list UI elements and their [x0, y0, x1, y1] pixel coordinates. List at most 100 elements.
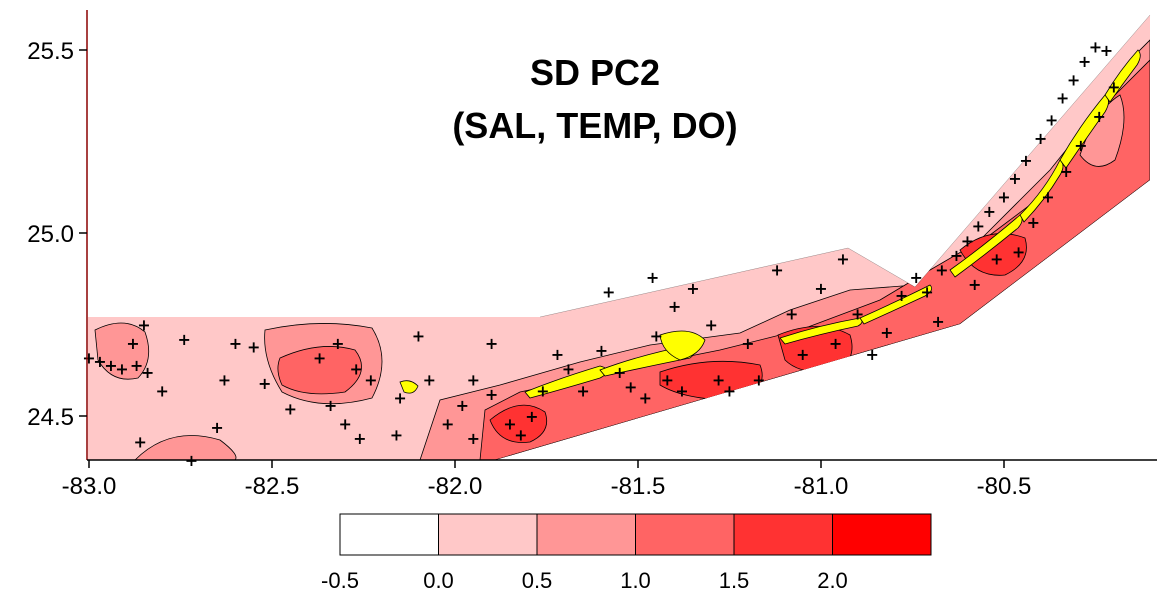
- contour-regions: [94, 39, 1150, 460]
- station-marker: +: [1074, 136, 1087, 155]
- station-marker: +: [1027, 213, 1040, 232]
- station-marker: +: [646, 268, 659, 287]
- station-marker: +: [814, 279, 827, 298]
- station-marker: +: [485, 385, 498, 404]
- station-marker: +: [218, 370, 231, 389]
- station-marker: +: [338, 414, 351, 433]
- legend-label: 0.5: [522, 568, 553, 593]
- station-marker: +: [836, 250, 849, 269]
- legend-label: -0.5: [321, 568, 359, 593]
- station-marker: +: [972, 217, 985, 236]
- station-marker: +: [602, 283, 615, 302]
- station-marker: +: [686, 279, 699, 298]
- station-marker: +: [536, 381, 549, 400]
- station-marker: +: [562, 359, 575, 378]
- station-marker: +: [770, 261, 783, 280]
- station-marker: +: [712, 370, 725, 389]
- x-tick-label: -80.5: [977, 473, 1032, 500]
- station-marker: +: [1019, 151, 1032, 170]
- station-marker: +: [412, 326, 425, 345]
- station-marker: +: [485, 334, 498, 353]
- station-marker: +: [104, 356, 117, 375]
- contour-region: [94, 322, 150, 380]
- station-marker: +: [456, 396, 469, 415]
- chart-title-line-2: (SAL, TEMP, DO): [452, 105, 737, 146]
- station-marker: +: [1100, 41, 1113, 60]
- color-legend: -0.5 0.0 0.5 1.0 1.5 2.0: [321, 513, 932, 593]
- station-marker: +: [210, 418, 223, 437]
- station-marker: +: [93, 352, 106, 371]
- station-marker: +: [909, 268, 922, 287]
- station-marker: +: [514, 425, 527, 444]
- contour-region: [134, 435, 237, 460]
- station-marker: +: [284, 400, 297, 419]
- station-marker: +: [141, 363, 154, 382]
- station-marker: +: [723, 381, 736, 400]
- station-marker: +: [796, 345, 809, 364]
- station-marker: +: [961, 231, 974, 250]
- station-marker: +: [525, 407, 538, 426]
- station-marker: +: [866, 345, 879, 364]
- station-marker: +: [968, 275, 981, 294]
- station-marker: +: [752, 370, 765, 389]
- station-marker: +: [1107, 78, 1120, 97]
- legend-label: 2.0: [817, 568, 848, 593]
- legend-swatch: [733, 513, 833, 556]
- station-marker: +: [313, 348, 326, 367]
- contour-region: [277, 346, 362, 395]
- station-marker: +: [441, 414, 454, 433]
- station-marker: +: [130, 356, 143, 375]
- legend-label: 1.0: [620, 568, 651, 593]
- station-marker: +: [258, 374, 271, 393]
- station-marker: +: [82, 348, 95, 367]
- station-marker: +: [1012, 242, 1025, 261]
- station-marker: +: [650, 326, 663, 345]
- x-tick-label: -83.0: [62, 473, 117, 500]
- station-marker: +: [829, 334, 842, 353]
- station-marker: +: [467, 370, 480, 389]
- station-marker: +: [1056, 89, 1069, 108]
- station-marker: +: [785, 305, 798, 324]
- station-marker: +: [935, 261, 948, 280]
- station-marker: +: [364, 370, 377, 389]
- station-marker: +: [1067, 70, 1080, 89]
- station-marker: +: [467, 429, 480, 448]
- station-marker: +: [126, 334, 139, 353]
- station-marker: +: [851, 305, 864, 324]
- x-tick-label: -82.0: [428, 473, 483, 500]
- contour-region: [489, 404, 548, 443]
- station-marker: +: [1034, 129, 1047, 148]
- legend-swatch: [635, 513, 735, 556]
- station-marker: +: [331, 334, 344, 353]
- station-marker: +: [741, 334, 754, 353]
- station-marker: +: [247, 337, 260, 356]
- chart-title-line-1: SD PC2: [530, 52, 660, 93]
- station-marker: +: [390, 425, 403, 444]
- station-marker: +: [1060, 162, 1073, 181]
- station-marker: +: [983, 202, 996, 221]
- station-marker: +: [393, 389, 406, 408]
- station-markers: + + + + + + + + + + + + + + + + + + + + + + + + + + + + + + + + + + + + + + + +…: [82, 37, 1120, 470]
- legend-swatch: [536, 513, 636, 556]
- station-marker: +: [349, 359, 362, 378]
- contour-region: [959, 233, 1027, 276]
- station-marker: +: [704, 316, 717, 335]
- y-axis-ticks: 25.5 25.0 24.5: [27, 38, 87, 431]
- station-marker: +: [551, 345, 564, 364]
- station-marker: +: [1008, 169, 1021, 188]
- station-marker: +: [997, 187, 1010, 206]
- legend-swatch: [438, 513, 538, 556]
- station-marker: +: [880, 323, 893, 342]
- station-marker: +: [624, 378, 637, 397]
- x-tick-label: -81.0: [794, 473, 849, 500]
- station-marker: +: [668, 297, 681, 316]
- station-marker: +: [675, 381, 688, 400]
- y-tick-label: 24.5: [27, 404, 74, 431]
- station-marker: +: [661, 370, 674, 389]
- station-marker: +: [229, 334, 242, 353]
- station-marker: +: [177, 330, 190, 349]
- x-tick-label: -82.5: [245, 473, 300, 500]
- land-keys: [399, 49, 1141, 399]
- station-marker: +: [324, 396, 337, 415]
